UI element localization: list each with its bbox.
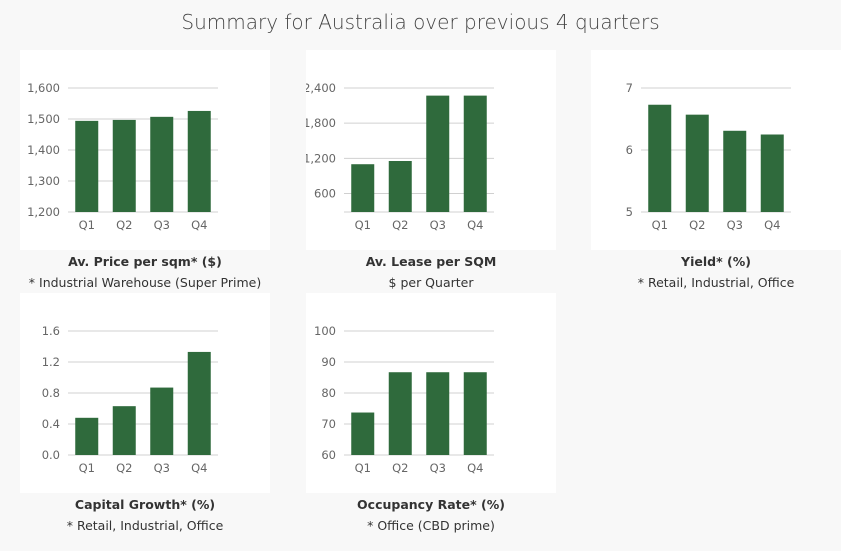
y-tick-label: 1.6 (42, 324, 60, 338)
x-tick-label: Q2 (392, 461, 408, 475)
growth-chart: 0.0 0.4 0.8 1.2 1.6 Q1 Q2 Q3 Q4 (42, 324, 218, 475)
bar (648, 104, 672, 212)
bar (388, 372, 412, 455)
chart-subtitle: $ per Quarter (388, 275, 474, 290)
chart-card-lease: 600 1,200 1,800 2,400 Q1 Q2 Q3 Q4 Av. Lease per… (303, 50, 556, 290)
x-tick-label: Q1 (652, 218, 668, 232)
bar (351, 164, 375, 212)
y-tick-label: 90 (321, 355, 336, 369)
y-tick-label: 5 (626, 205, 633, 219)
bar (112, 406, 136, 455)
chart-title: Av. Price per sqm* ($) (68, 254, 222, 269)
y-tick-label: 0.8 (42, 386, 60, 400)
lease-chart: 600 1,200 1,800 2,400 Q1 Q2 Q3 Q4 (303, 81, 494, 232)
bar (112, 119, 136, 212)
bar (685, 114, 709, 212)
bar (75, 120, 99, 212)
y-tick-label: 70 (321, 417, 336, 431)
x-tick-label: Q4 (467, 461, 483, 475)
y-tick-label: 2,400 (306, 81, 336, 95)
x-tick-label: Q2 (116, 461, 132, 475)
chart-title: Capital Growth* (%) (74, 497, 216, 512)
bar (426, 95, 450, 212)
occupancy-chart: 60 70 80 90 100 Q1 Q2 Q3 Q4 (314, 324, 494, 475)
y-tick-label: 1.2 (42, 355, 60, 369)
x-tick-label: Q3 (430, 218, 446, 232)
chart-card-price: 1,200 1,300 1,400 1,500 1,600 Q1 Q2 Q3 Q4 Av. Pr… (20, 50, 270, 290)
chart-title: Yield* (%) (681, 254, 751, 269)
x-tick-label: Q1 (355, 218, 371, 232)
bar (463, 95, 487, 212)
x-tick-label: Q1 (79, 218, 95, 232)
x-tick-label: Q2 (116, 218, 132, 232)
bar (426, 372, 450, 455)
y-tick-label: 7 (626, 81, 633, 95)
y-tick-label: 600 (314, 187, 336, 201)
x-tick-label: Q3 (727, 218, 743, 232)
y-tick-label: 1,500 (27, 112, 60, 126)
bar (463, 372, 487, 455)
chart-subtitle: * Office (CBD prime) (367, 518, 495, 533)
y-tick-label: 60 (321, 448, 336, 462)
bar (187, 351, 211, 455)
x-tick-label: Q1 (79, 461, 95, 475)
chart-card-yield: 5 6 7 Q1 Q2 Q3 Q4 Yield* (%) * Retail, Industr… (591, 50, 841, 290)
x-tick-label: Q2 (689, 218, 705, 232)
bar (723, 130, 747, 212)
y-tick-label: 100 (314, 324, 336, 338)
price-chart: 1,200 1,300 1,400 1,500 1,600 Q1 Q2 Q3 Q4 (27, 81, 218, 232)
y-tick-label: 1,600 (27, 81, 60, 95)
bar (150, 387, 174, 455)
chart-title: Av. Lease per SQM (365, 254, 497, 269)
yield-chart: 5 6 7 Q1 Q2 Q3 Q4 (626, 81, 791, 232)
chart-subtitle: * Retail, Industrial, Office (637, 275, 795, 290)
y-tick-label: 1,400 (27, 143, 60, 157)
chart-title: Occupancy Rate* (%) (357, 497, 505, 512)
x-tick-label: Q4 (191, 218, 207, 232)
chart-card-growth: 0.0 0.4 0.8 1.2 1.6 Q1 Q2 Q3 Q4 Capital Growth* … (20, 293, 270, 533)
x-tick-label: Q3 (154, 218, 170, 232)
y-tick-label: 1,800 (306, 116, 336, 130)
x-tick-label: Q4 (764, 218, 780, 232)
bar (388, 160, 412, 212)
bar (150, 116, 174, 212)
x-tick-label: Q4 (191, 461, 207, 475)
bar (75, 417, 99, 455)
x-tick-label: Q3 (154, 461, 170, 475)
y-tick-label: 0.0 (42, 448, 60, 462)
bar (187, 110, 211, 212)
page-title: Summary for Australia over previous 4 qu… (181, 10, 660, 34)
y-tick-label: 80 (321, 386, 336, 400)
chart-subtitle: * Industrial Warehouse (Super Prime) (28, 275, 262, 290)
bar (760, 134, 784, 212)
x-tick-label: Q1 (355, 461, 371, 475)
chart-subtitle: * Retail, Industrial, Office (66, 518, 224, 533)
x-tick-label: Q2 (392, 218, 408, 232)
x-tick-label: Q4 (467, 218, 483, 232)
y-tick-label: 1,200 (306, 151, 336, 165)
y-tick-label: 0.4 (42, 417, 60, 431)
y-tick-label: 6 (626, 143, 633, 157)
chart-card-occupancy: 60 70 80 90 100 Q1 Q2 Q3 Q4 Occupancy Rate* (%) … (306, 293, 556, 533)
y-tick-label: 1,300 (27, 174, 60, 188)
x-tick-label: Q3 (430, 461, 446, 475)
y-tick-label: 1,200 (27, 205, 60, 219)
bar (351, 412, 375, 455)
